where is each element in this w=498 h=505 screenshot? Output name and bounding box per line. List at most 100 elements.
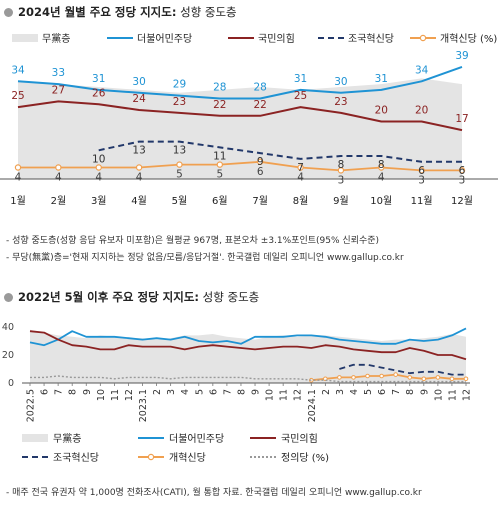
rebuild-value-label: 8: [338, 159, 345, 171]
reform-point: [458, 167, 466, 174]
nopartisan-area: [30, 329, 466, 383]
reform-point: [407, 375, 413, 380]
dem-value-label: 31: [92, 73, 105, 85]
dem-value-label: 34: [415, 64, 429, 76]
x-tick-label: 2: [321, 389, 332, 395]
x-tick-label: 3: [166, 389, 177, 395]
x-tick-label: 10월: [370, 195, 392, 207]
reform-value-label: 4: [95, 172, 102, 184]
y-tick-label: 20: [2, 350, 14, 361]
x-tick-label: 2022.5: [26, 389, 37, 422]
reform-value-label: 4: [136, 172, 143, 184]
x-tick-label: 10: [433, 389, 444, 401]
reform-value-label: 4: [55, 172, 62, 184]
x-tick-label: 5월: [172, 195, 188, 207]
reform-point: [216, 161, 224, 168]
x-tick-label: 10: [96, 389, 107, 401]
y-tick-label: 0: [8, 378, 14, 389]
legend-label: 개혁신당: [169, 452, 206, 464]
x-tick-label: 11: [447, 389, 458, 401]
x-tick-label: 8: [68, 389, 79, 395]
x-tick-label: 9월: [333, 195, 349, 207]
x-tick-label: 5: [363, 389, 374, 395]
reform-value-label: 3: [338, 174, 345, 186]
x-tick-label: 8월: [293, 195, 309, 207]
ppp-value-label: 22: [213, 99, 226, 111]
x-tick-label: 6: [208, 389, 219, 395]
ppp-value-label: 20: [375, 105, 388, 117]
nopartisan-area: [18, 78, 462, 179]
ppp-value-label: 20: [415, 105, 428, 117]
rebuild-line: [98, 140, 462, 163]
x-tick-label: 3월: [91, 195, 107, 207]
x-tick-label: 9: [251, 389, 262, 395]
dem-value-label: 31: [294, 73, 307, 85]
x-tick-label: 3: [335, 389, 346, 395]
chart1-note-2: - 무당(無黨)층='현재 지지하는 정당 없음/모름/응답거절'. 한국갤럽 …: [6, 253, 404, 263]
reform-value-label: 6: [257, 166, 264, 178]
reform-value-label: 4: [378, 172, 385, 184]
chart1-note-1: - 성향 중도층(성향 응답 유보자 미포함)은 월평균 967명, 표본오차 …: [6, 236, 380, 246]
dem-value-label: 39: [455, 50, 468, 62]
x-tick-label: 12: [462, 389, 473, 401]
legend-label: 조국혁신당: [348, 33, 394, 45]
reform-value-label: 5: [176, 169, 183, 181]
legend-label: 무黨층: [53, 432, 81, 445]
dem-value-label: 34: [11, 64, 25, 76]
x-tick-label: 7: [54, 389, 65, 395]
reform-point: [351, 375, 356, 380]
x-tick-label: 2023.1: [138, 389, 149, 422]
rebuild-value-label: 6: [418, 165, 425, 177]
legend-swatch: [12, 34, 38, 42]
chart2-title: 2022년 5월 이후 주요 정당 지지도: 성향 중도층: [4, 289, 259, 305]
chart1: 무黨층 더불어민주당 국민의힘 조국혁신당 개혁신당 (%) 1월 2월 3월 4월 5월 6월 7월…: [0, 32, 498, 207]
dem-value-label: 28: [253, 82, 266, 94]
ppp-value-label: 22: [253, 99, 266, 111]
y-tick-label: 40: [2, 322, 14, 333]
reform-point: [256, 158, 264, 165]
dem-line: [29, 327, 467, 347]
dem-value-label: 30: [334, 76, 347, 88]
legend-label: 개혁신당 (%): [440, 33, 497, 45]
x-tick-label: 7월: [252, 195, 268, 207]
x-tick-label: 12월: [451, 195, 473, 207]
bullet-icon: [4, 8, 13, 17]
rebuild-value-label: 6: [459, 165, 466, 177]
x-tick-label: 4월: [131, 195, 147, 207]
x-tick-label: 11: [279, 389, 290, 401]
legend-marker: [419, 34, 427, 42]
ppp-value-label: 24: [132, 93, 146, 105]
legend-label: 더불어민주당: [137, 33, 192, 45]
x-tick-label: 6월: [212, 195, 228, 207]
dem-line: [17, 65, 463, 100]
bullet-icon: [4, 293, 13, 302]
rebuild-value-label: 13: [173, 145, 186, 157]
rebuild-value-label: 10: [92, 153, 105, 165]
x-tick-label: 10: [265, 389, 276, 401]
legend-label: 국민의힘: [258, 33, 295, 45]
x-tick-label: 9: [82, 389, 93, 395]
chart1-title-main: 2024년 월별 주요 정당 지지도:: [18, 5, 177, 19]
ppp-line: [17, 100, 463, 132]
rebuild-value-label: 8: [378, 159, 385, 171]
reform-point: [393, 372, 398, 377]
chart1-title: 2024년 월별 주요 정당 지지도: 성향 중도층: [4, 4, 237, 20]
dem-value-label: 30: [132, 76, 145, 88]
chart2-title-sub: 성향 중도층: [202, 290, 260, 304]
x-tick-label: 11월: [411, 195, 433, 207]
rebuild-value-label: 9: [257, 156, 264, 168]
x-tick-label: 2월: [51, 195, 67, 207]
reform-point: [449, 376, 455, 382]
reform-point: [135, 164, 143, 171]
legend-swatch: [22, 434, 48, 442]
legend-label: 더불어민주당: [169, 433, 224, 445]
rebuild-value-label: 7: [297, 162, 304, 174]
dem-value-label: 29: [173, 79, 186, 91]
reform-line: [311, 373, 466, 382]
dem-value-label: 28: [213, 82, 226, 94]
ppp-value-label: 25: [11, 90, 24, 102]
reform-point: [337, 375, 342, 380]
legend-label: 정의당 (%): [281, 452, 329, 464]
legend-label: 국민의힘: [281, 433, 318, 445]
reform-point: [418, 167, 425, 174]
